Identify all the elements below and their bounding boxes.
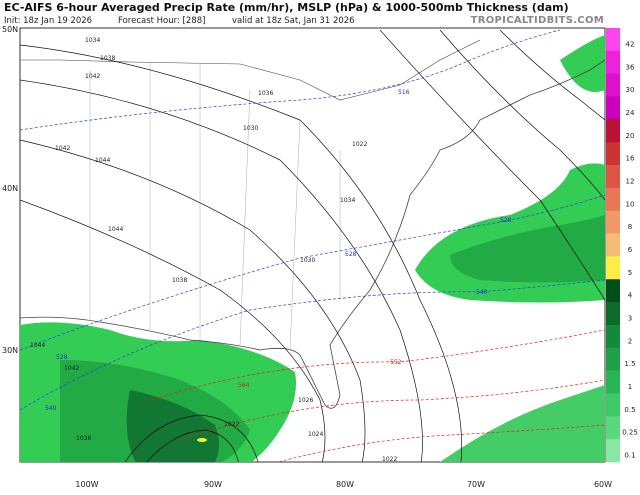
map-area: 1034 1038 1042 1036 1030 1042 1044 1044 …	[19, 27, 606, 463]
contour-label: 1038	[172, 277, 187, 284]
colorbar-swatch	[606, 324, 620, 349]
colorbar-label: 20	[626, 132, 635, 140]
contour-label: 1022	[224, 421, 239, 428]
contour-label: 528	[500, 217, 512, 224]
colorbar-label: 2	[628, 337, 632, 345]
contour-label: 1042	[55, 145, 70, 152]
contour-label: 552	[390, 359, 402, 366]
colorbar-swatch	[606, 142, 620, 166]
colorbar-label: 5	[628, 269, 632, 277]
colorbar-swatch	[606, 96, 620, 120]
colorbar-label: 0.1	[624, 452, 635, 460]
colorbar-label: 6	[628, 246, 633, 254]
colorbar-swatch	[606, 370, 620, 394]
colorbar-swatch	[606, 28, 620, 52]
contour-label: 1034	[340, 197, 355, 204]
precip-area	[450, 215, 605, 283]
contour-label: 1042	[64, 365, 79, 372]
colorbar-label: 12	[626, 177, 635, 185]
contour-label: 1030	[243, 125, 258, 132]
longitude-label: 70W	[467, 480, 485, 489]
contour-label: 540	[45, 405, 57, 412]
longitude-label: 80W	[336, 480, 354, 489]
colorbar-label: 10	[626, 200, 635, 208]
contour-label: 1030	[300, 257, 315, 264]
contour-label: 1036	[258, 90, 273, 97]
state-borders	[89, 62, 341, 351]
colorbar-label: 1	[628, 383, 632, 391]
forecast-hour: Forecast Hour: [288]	[118, 16, 205, 26]
thickness-cold	[20, 29, 605, 411]
colorbar-swatch	[606, 187, 620, 212]
contour-label: 1024	[308, 431, 323, 438]
colorbar-swatch	[606, 347, 620, 371]
contour-label: 1026	[298, 397, 313, 404]
precip-area	[560, 35, 605, 92]
colorbar-swatch	[606, 256, 620, 280]
longitude-label: 60W	[594, 480, 612, 489]
site-name: TROPICALTIDBITS.COM	[471, 15, 604, 26]
colorbar-label: 16	[626, 155, 635, 163]
map-content: 1034 1038 1042 1036 1030 1042 1044 1044 …	[20, 29, 605, 463]
latitude-label: 50N	[2, 25, 18, 34]
colorbar-swatch	[606, 233, 620, 257]
colorbar-label: 0.25	[622, 429, 638, 437]
title: EC-AIFS 6-hour Averaged Precip Rate (mm/…	[4, 1, 569, 14]
contour-label: 540	[476, 289, 488, 296]
contour-label: 1044	[30, 342, 45, 349]
isobars	[20, 29, 605, 462]
colorbar-swatch	[606, 393, 620, 417]
colorbar-label: 36	[626, 63, 635, 71]
thickness-warm	[149, 329, 605, 462]
colorbar-swatch	[606, 279, 620, 303]
precip-area	[440, 385, 605, 462]
colorbar-swatch	[606, 165, 620, 189]
valid-time: valid at 18z Sat, Jan 31 2026	[232, 16, 355, 26]
precip-area	[126, 390, 219, 462]
contour-label: 1038	[100, 55, 115, 62]
colorbar-swatch	[606, 119, 620, 143]
colorbar-swatch	[606, 416, 620, 440]
colorbar-label: 30	[626, 86, 635, 94]
contour-label: 1044	[95, 157, 110, 164]
contour-label: 1022	[352, 141, 367, 148]
colorbar-label: 42	[626, 40, 635, 48]
colorbar-label: 1.5	[624, 360, 635, 368]
contour-label: 1034	[85, 37, 100, 44]
colorbar-label: 4	[628, 292, 633, 300]
latitude-label: 40N	[2, 184, 18, 193]
colorbar-swatch	[606, 439, 620, 463]
colorbar-label: 3	[628, 315, 632, 323]
longitude-label: 90W	[204, 480, 222, 489]
colorbar: 42 36 30 24 20 16 12 10 8 6 5 4 3 2 1.5 1 0.5 0.25 0.1	[606, 28, 638, 463]
contour-label: 516	[398, 89, 410, 96]
contour-label: 564	[238, 382, 250, 389]
colorbar-swatch	[606, 73, 620, 97]
colorbar-swatch	[606, 302, 620, 326]
latitude-label: 30N	[2, 346, 18, 355]
longitude-label: 100W	[75, 480, 98, 489]
colorbar-label: 0.5	[624, 406, 635, 414]
precip-max	[197, 438, 207, 442]
colorbar-label: 8	[628, 223, 632, 231]
coastline	[20, 59, 605, 409]
colorbar-swatch	[606, 50, 620, 74]
contour-label: 1044	[108, 226, 123, 233]
colorbar-swatch	[606, 210, 620, 234]
contour-label: 1036	[76, 435, 91, 442]
contour-label: 528	[56, 354, 68, 361]
contour-label: 1042	[85, 73, 100, 80]
colorbar-label: 24	[626, 109, 635, 117]
init-time: Init: 18z Jan 19 2026	[4, 16, 92, 26]
border	[20, 39, 481, 101]
contour-label: 528	[345, 251, 357, 258]
contour-label: 1022	[382, 456, 397, 463]
